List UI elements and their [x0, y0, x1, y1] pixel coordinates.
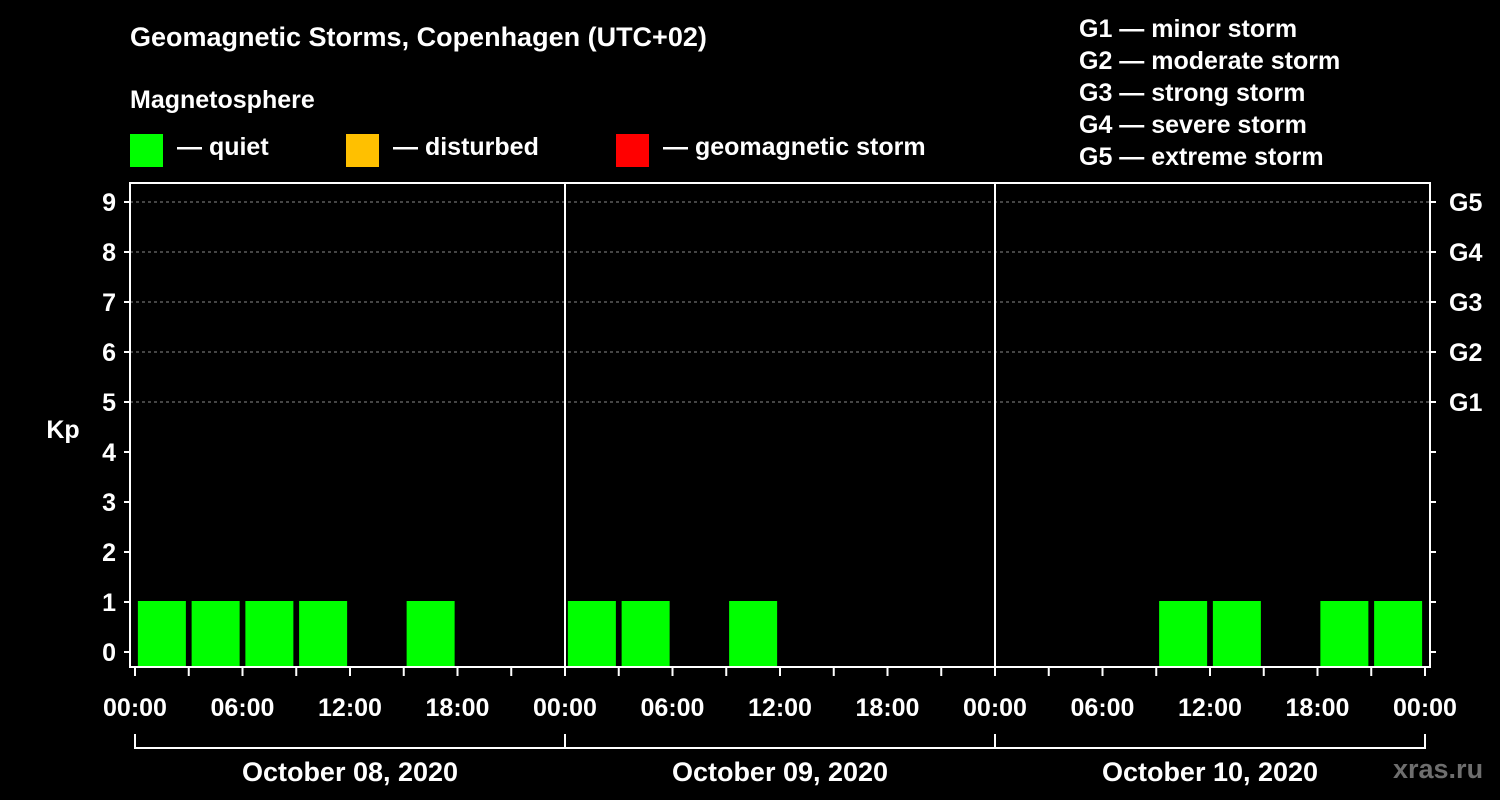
x-tick-label: 12:00 [748, 694, 812, 722]
x-tick-label: 00:00 [1393, 694, 1457, 722]
legend-label-quiet: — quiet [177, 133, 269, 161]
y-tick-label: 2 [102, 539, 116, 567]
x-tick-label: 06:00 [641, 694, 705, 722]
kp-bar [621, 601, 670, 667]
legend-swatch-disturbed [346, 134, 379, 167]
x-tick-label: 18:00 [1286, 694, 1350, 722]
kp-bar [1374, 601, 1423, 667]
right-axis-label: G5 [1449, 189, 1482, 217]
legend-label-storm: — geomagnetic storm [663, 133, 926, 161]
day-label: October 08, 2020 [242, 757, 458, 787]
kp-bar [1320, 601, 1369, 667]
x-tick-label: 18:00 [426, 694, 490, 722]
x-tick-label: 06:00 [211, 694, 275, 722]
plot-frame [129, 182, 1431, 668]
y-tick-label: 0 [102, 639, 116, 667]
y-tick-label: 6 [102, 339, 116, 367]
kp-bar [1159, 601, 1208, 667]
kp-bar [729, 601, 778, 667]
storm-scale-g4: G4 — severe storm [1079, 111, 1307, 139]
day-label: October 09, 2020 [672, 757, 888, 787]
kp-bar [245, 601, 294, 667]
storm-scale-g3: G3 — strong storm [1079, 79, 1306, 107]
watermark: xras.ru [1393, 754, 1484, 784]
storm-scale-legend: G1 — minor storm G2 — moderate storm G3 … [1079, 13, 1340, 173]
y-tick-label: 5 [102, 389, 116, 417]
y-tick-label: 1 [102, 589, 116, 617]
y-tick-label: 8 [102, 239, 116, 267]
right-axis-label: G4 [1449, 239, 1482, 267]
legend-label-disturbed: — disturbed [393, 133, 539, 161]
right-axis-label: G1 [1449, 389, 1482, 417]
legend-swatch-quiet [130, 134, 163, 167]
kp-bar [1212, 601, 1261, 667]
day-label: October 10, 2020 [1102, 757, 1318, 787]
right-axis-label: G2 [1449, 339, 1482, 367]
y-axis-label: Kp [46, 416, 79, 444]
x-tick-label: 00:00 [533, 694, 597, 722]
kp-bar [567, 601, 616, 667]
x-tick-label: 00:00 [963, 694, 1027, 722]
y-tick-label: 3 [102, 489, 116, 517]
x-tick-label: 18:00 [856, 694, 920, 722]
right-axis-label: G3 [1449, 289, 1482, 317]
legend-swatch-storm [616, 134, 649, 167]
x-tick-label: 12:00 [318, 694, 382, 722]
storm-scale-g1: G1 — minor storm [1079, 15, 1298, 43]
chart-title: Geomagnetic Storms, Copenhagen (UTC+02) [130, 22, 707, 52]
x-tick-label: 00:00 [103, 694, 167, 722]
kp-bar [191, 601, 240, 667]
storm-scale-g5: G5 — extreme storm [1079, 143, 1324, 171]
kp-bar [137, 601, 186, 667]
storm-scale-g2: G2 — moderate storm [1079, 47, 1341, 75]
x-tick-label: 06:00 [1071, 694, 1135, 722]
x-tick-label: 12:00 [1178, 694, 1242, 722]
kp-bar [406, 601, 455, 667]
chart-subtitle: Magnetosphere [130, 86, 315, 114]
kp-bar [299, 601, 348, 667]
y-tick-label: 9 [102, 189, 116, 217]
y-tick-label: 4 [102, 439, 116, 467]
y-tick-label: 7 [102, 289, 116, 317]
